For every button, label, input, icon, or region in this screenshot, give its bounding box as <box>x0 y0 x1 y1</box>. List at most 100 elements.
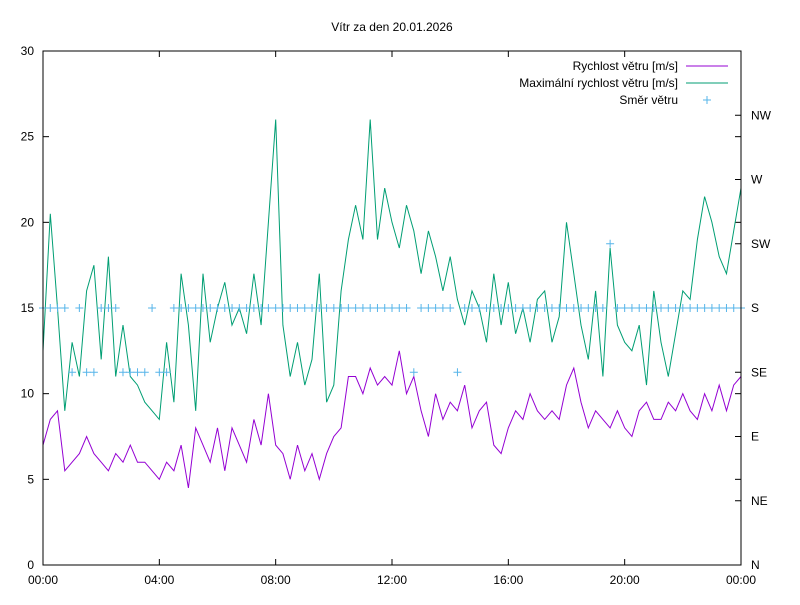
y-tick-label: 0 <box>27 558 34 572</box>
legend-label-direction: Směr větru <box>619 93 678 107</box>
x-tick-label: 12:00 <box>377 573 407 587</box>
direction-point <box>518 304 527 312</box>
direction-point <box>82 368 91 377</box>
direction-point <box>366 304 375 312</box>
direction-point <box>53 304 62 312</box>
direction-point <box>46 304 55 312</box>
direction-point <box>686 304 695 312</box>
direction-point <box>148 304 157 312</box>
direction-point <box>555 304 564 312</box>
direction-point <box>707 304 716 312</box>
y-tick-label: 20 <box>21 215 35 229</box>
direction-point <box>497 304 506 312</box>
direction-point <box>169 304 178 312</box>
direction-point <box>671 304 680 312</box>
direction-point <box>460 304 469 312</box>
direction-point <box>308 304 317 312</box>
x-tick-label: 00:00 <box>28 573 58 587</box>
direction-point <box>118 368 127 377</box>
direction-point <box>620 304 629 312</box>
direction-point <box>177 304 186 312</box>
direction-point <box>547 304 556 312</box>
direction-point <box>184 304 193 312</box>
legend: Rychlost větru [m/s] Maximální rychlost … <box>519 59 728 107</box>
y2-tick-label: SE <box>751 365 767 379</box>
direction-point <box>562 304 571 312</box>
direction-point <box>657 304 666 312</box>
direction-point <box>453 368 462 377</box>
legend-label-gust: Maximální rychlost větru [m/s] <box>519 76 678 90</box>
direction-point <box>635 304 644 312</box>
direction-point <box>213 304 222 312</box>
y2-tick-label: W <box>751 173 763 187</box>
direction-point <box>329 304 338 312</box>
direction-point <box>388 304 396 312</box>
x-tick-label: 04:00 <box>144 573 174 587</box>
direction-point <box>380 304 389 312</box>
direction-point <box>591 304 600 312</box>
y-tick-label: 25 <box>21 130 35 144</box>
direction-point <box>664 304 673 312</box>
direction-point <box>693 304 702 312</box>
direction-point <box>526 304 535 312</box>
y2-tick-label: N <box>751 558 760 572</box>
direction-point <box>715 304 724 312</box>
direction-point <box>627 304 636 312</box>
direction-point <box>155 368 164 377</box>
direction-point <box>584 304 593 312</box>
direction-point <box>729 304 738 312</box>
direction-point <box>409 368 418 377</box>
direction-point <box>97 304 106 312</box>
y2-tick-label: SW <box>751 237 771 251</box>
legend-label-speed: Rychlost větru [m/s] <box>573 59 678 73</box>
direction-point <box>395 304 404 312</box>
direction-point <box>467 304 476 312</box>
direction-point <box>533 304 542 312</box>
y2-tick-label: NE <box>751 494 768 508</box>
direction-point <box>235 304 244 312</box>
direction-point <box>438 304 447 312</box>
direction-point <box>315 304 324 312</box>
direction-point <box>475 304 484 312</box>
direction-point <box>264 304 273 312</box>
y2-tick-label: S <box>751 301 759 315</box>
direction-point <box>489 304 498 312</box>
direction-point <box>89 368 98 377</box>
direction-point <box>598 304 607 312</box>
direction-point <box>228 304 237 312</box>
direction-point <box>257 304 266 312</box>
direction-point <box>678 304 687 312</box>
direction-point <box>220 304 229 312</box>
direction-point <box>111 304 120 312</box>
direction-point <box>344 304 353 312</box>
direction-point <box>75 304 84 312</box>
direction-point <box>300 304 309 312</box>
direction-point <box>569 304 578 312</box>
legend-swatch-direction <box>703 96 711 104</box>
series-line-speed <box>42 350 742 488</box>
y-tick-label: 10 <box>21 387 35 401</box>
direction-point <box>68 368 77 377</box>
direction-point <box>417 304 426 312</box>
direction-point <box>613 304 622 312</box>
direction-point <box>198 304 207 312</box>
direction-point <box>540 304 549 312</box>
y-tick-label: 15 <box>21 301 35 315</box>
chart-title: Vítr za den 20.01.2026 <box>331 20 453 34</box>
direction-point <box>606 239 615 248</box>
direction-point <box>278 304 287 312</box>
direction-point <box>511 304 520 312</box>
x-tick-label: 08:00 <box>261 573 291 587</box>
direction-point <box>322 304 331 312</box>
direction-point <box>286 304 295 312</box>
direction-point <box>700 304 709 312</box>
direction-point <box>337 304 346 312</box>
direction-point <box>191 304 200 312</box>
direction-point <box>126 368 135 377</box>
series-points-direction <box>39 239 745 377</box>
direction-point <box>649 304 658 312</box>
y-tick-label: 30 <box>21 44 35 58</box>
direction-point <box>446 304 455 312</box>
direction-point <box>431 304 440 312</box>
